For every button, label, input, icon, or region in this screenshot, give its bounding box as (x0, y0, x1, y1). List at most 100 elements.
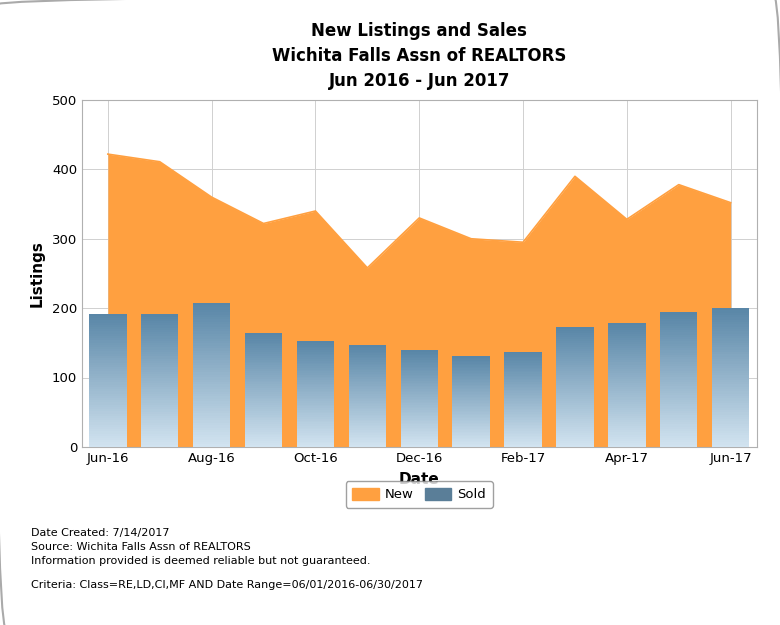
Y-axis label: Listings: Listings (30, 240, 44, 307)
Bar (505, 381, 542, 382)
Title: New Listings and Sales
Wichita Falls Assn of REALTORS
Jun 2016 - Jun 2017: New Listings and Sales Wichita Falls Ass… (272, 22, 566, 90)
Bar (89, 394, 126, 396)
Bar (89, 358, 126, 360)
Bar (556, 329, 594, 331)
Bar (608, 379, 646, 381)
Bar (141, 392, 179, 394)
Bar (660, 389, 697, 391)
Bar (349, 419, 386, 421)
Bar (608, 350, 646, 352)
Bar (141, 440, 179, 442)
Bar (141, 332, 179, 334)
Bar (193, 377, 230, 379)
Bar (89, 405, 126, 407)
Bar (296, 391, 334, 392)
Bar (245, 361, 282, 364)
Bar (349, 381, 386, 382)
Bar (89, 442, 126, 444)
Bar (452, 414, 490, 415)
Bar (505, 401, 542, 402)
Bar (89, 376, 126, 378)
Bar (660, 444, 697, 447)
Bar (608, 358, 646, 361)
Bar (349, 396, 386, 398)
Bar (141, 431, 179, 434)
Bar (556, 431, 594, 433)
Bar (296, 399, 334, 401)
Bar (193, 428, 230, 430)
Bar (245, 359, 282, 361)
Bar (608, 432, 646, 434)
Bar (193, 372, 230, 375)
Bar (505, 366, 542, 368)
Bar (505, 398, 542, 399)
Bar (505, 387, 542, 388)
Bar (245, 411, 282, 412)
Bar (349, 421, 386, 423)
Bar (712, 354, 750, 357)
Bar (712, 412, 750, 414)
Bar (401, 352, 438, 354)
Bar (505, 379, 542, 381)
Bar (505, 432, 542, 434)
Bar (349, 430, 386, 432)
Bar (556, 339, 594, 341)
Bar (660, 346, 697, 348)
Bar (452, 385, 490, 386)
Bar (89, 420, 126, 422)
Bar (556, 403, 594, 405)
Bar (660, 427, 697, 429)
Bar (401, 381, 438, 382)
Bar (89, 429, 126, 431)
Bar (141, 372, 179, 374)
Bar (452, 382, 490, 383)
Bar (296, 405, 334, 406)
Bar (245, 401, 282, 403)
Bar (401, 382, 438, 384)
Bar (89, 378, 126, 380)
Bar (89, 334, 126, 336)
Bar (401, 388, 438, 389)
Bar (608, 445, 646, 447)
Bar (296, 350, 334, 352)
Bar (608, 434, 646, 437)
Bar (712, 384, 750, 387)
Bar (556, 439, 594, 441)
Bar (452, 415, 490, 417)
X-axis label: Date: Date (399, 472, 440, 487)
Bar (89, 436, 126, 438)
Bar (193, 334, 230, 336)
Bar (401, 373, 438, 374)
Bar (452, 386, 490, 388)
Bar (193, 308, 230, 310)
Bar (712, 408, 750, 410)
Bar (660, 328, 697, 330)
Bar (245, 421, 282, 422)
Bar (296, 373, 334, 375)
Bar (401, 394, 438, 396)
Bar (245, 388, 282, 390)
Bar (505, 388, 542, 390)
Bar (193, 444, 230, 447)
Bar (712, 312, 750, 315)
Bar (349, 411, 386, 413)
Bar (193, 331, 230, 334)
Bar (296, 380, 334, 382)
Bar (141, 368, 179, 369)
Bar (401, 405, 438, 407)
Bar (660, 429, 697, 431)
Bar (193, 341, 230, 344)
Bar (296, 343, 334, 345)
Bar (296, 369, 334, 371)
Bar (608, 356, 646, 358)
Bar (505, 418, 542, 420)
Bar (193, 430, 230, 432)
Text: Information provided is deemed reliable but not guaranteed.: Information provided is deemed reliable … (31, 556, 370, 566)
Bar (608, 412, 646, 414)
Bar (401, 362, 438, 363)
Bar (349, 353, 386, 355)
Bar (660, 326, 697, 328)
Bar (505, 420, 542, 421)
Bar (608, 354, 646, 356)
Bar (296, 431, 334, 433)
